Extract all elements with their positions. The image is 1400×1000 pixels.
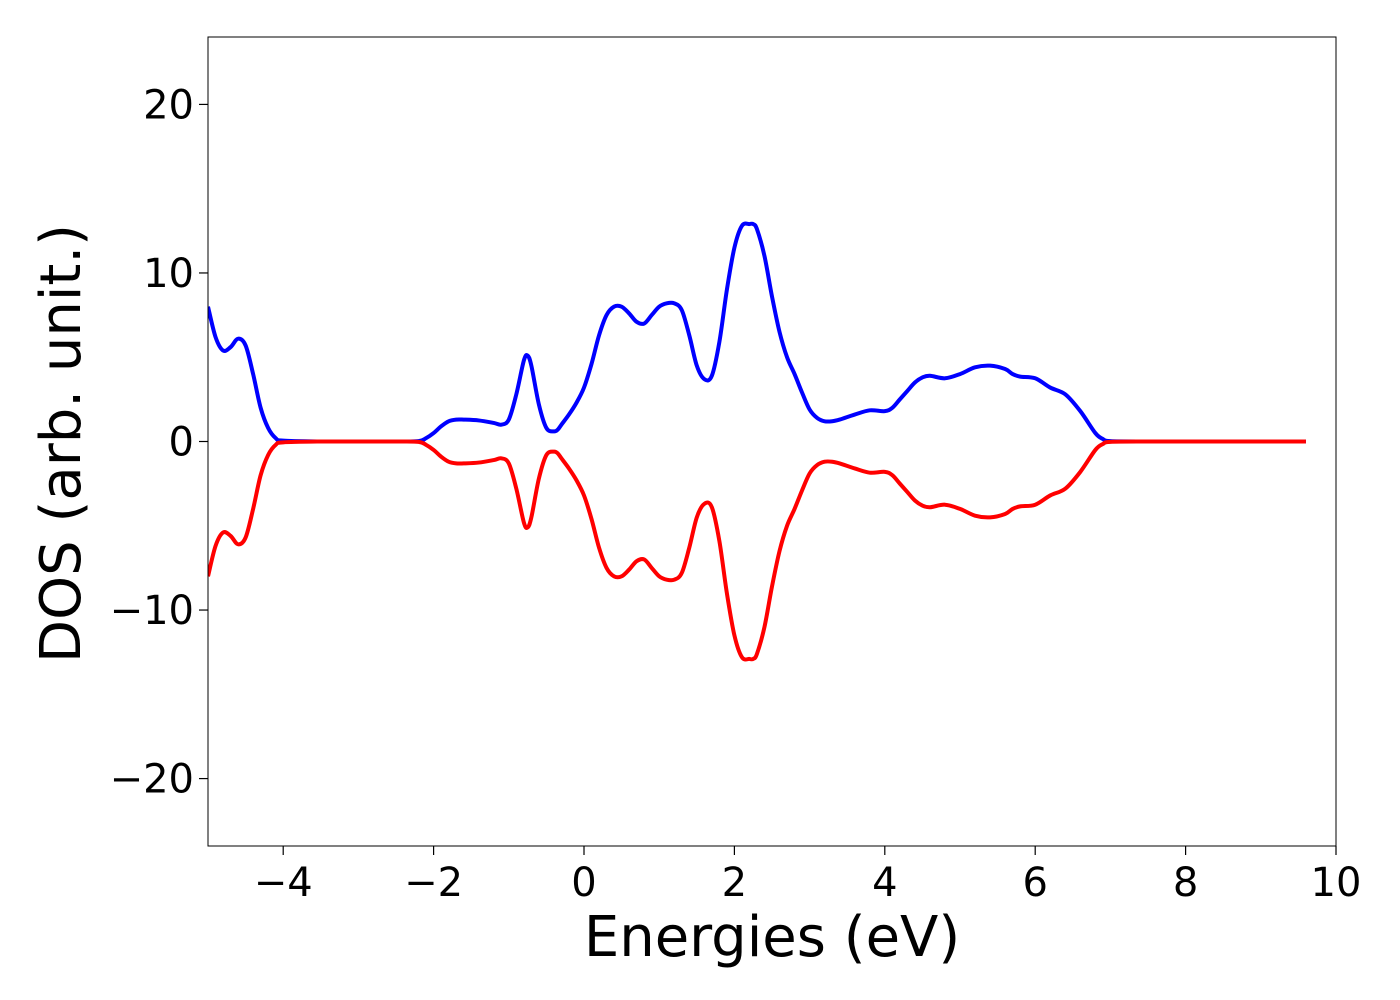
- x-tick-label: 2: [722, 860, 747, 906]
- x-axis-label: Energies (eV): [584, 905, 960, 970]
- x-tick-label: 10: [1311, 860, 1362, 906]
- series-line-2: [208, 439, 1306, 662]
- x-tick-label: −2: [404, 860, 463, 906]
- x-axis: −4 −2 0 2 4 6 8 10: [254, 846, 1362, 906]
- x-tick-label: −4: [254, 860, 313, 906]
- plot-area: [208, 221, 1306, 662]
- x-tick-label: 0: [571, 860, 596, 906]
- series-line-1: [208, 221, 1306, 444]
- y-tick-label: 0: [169, 420, 194, 466]
- y-tick-label: 20: [143, 82, 194, 128]
- y-axis-label: DOS (arb. unit.): [29, 224, 94, 663]
- y-axis: −20 −10 0 10 20: [110, 82, 208, 803]
- y-tick-label: 10: [143, 251, 194, 297]
- x-tick-label: 8: [1173, 860, 1198, 906]
- y-tick-label: −20: [110, 757, 194, 803]
- y-tick-label: −10: [110, 588, 194, 634]
- x-tick-label: 6: [1022, 860, 1047, 906]
- x-tick-label: 4: [872, 860, 897, 906]
